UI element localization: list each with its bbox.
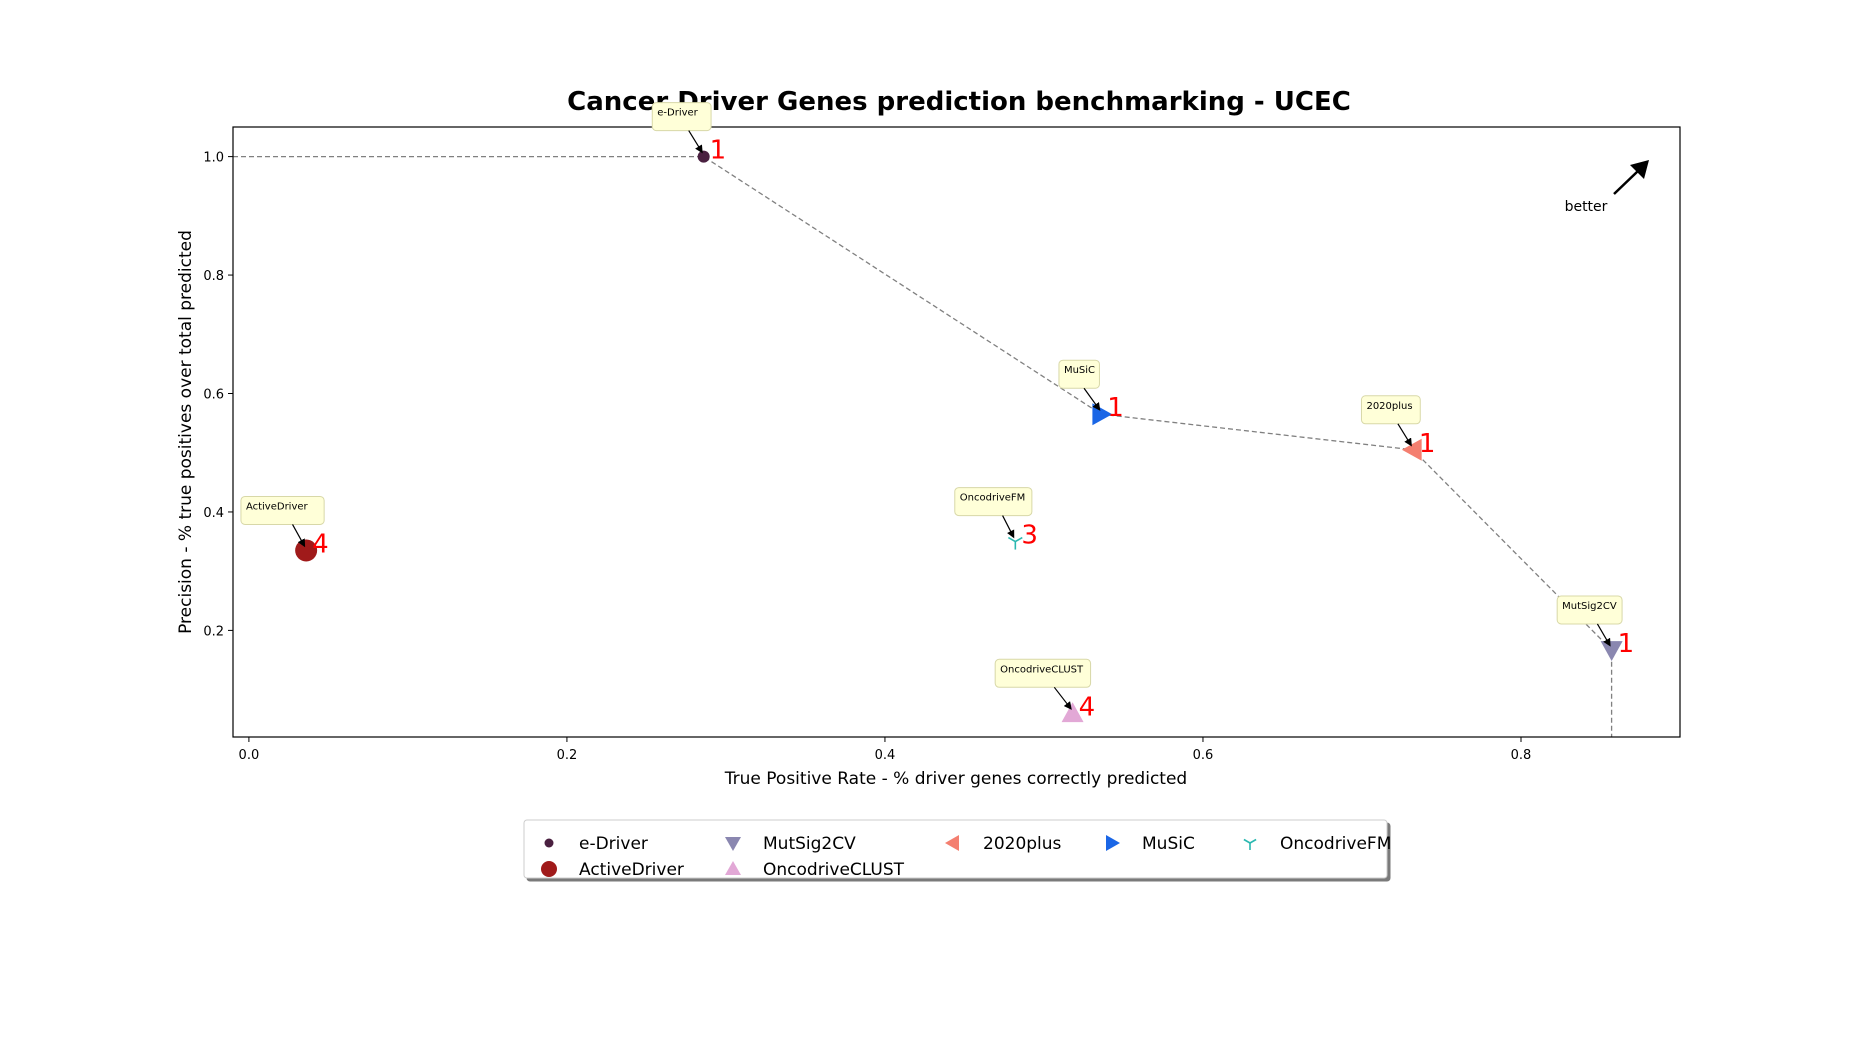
legend-label-oncodrivefm: OncodriveFM: [1280, 834, 1391, 854]
x-tick-label: 0.8: [1511, 748, 1532, 763]
annotation-text: MutSig2CV: [1562, 601, 1617, 612]
legend-item-activedriver: ActiveDriver: [541, 860, 684, 880]
better-arrow-shaft: [1613, 170, 1639, 195]
legend-item-oncodriveclust: OncodriveCLUST: [725, 860, 905, 880]
point-oncodriveclust: [1061, 702, 1084, 723]
legend-marker-activedriver: [541, 861, 557, 877]
annotation-arrow: [1002, 515, 1015, 539]
legend-label-2020plus: 2020plus: [983, 834, 1062, 854]
legend-marker-e-driver: [544, 838, 554, 848]
annotation-e-driver: e-Driver: [651, 102, 712, 154]
y-tick-label: 1.0: [203, 151, 224, 166]
legend-label-music: MuSiC: [1142, 834, 1195, 854]
annotation-arrow: [1083, 387, 1101, 411]
annotation-box: [1556, 595, 1623, 625]
frontier-line: [233, 155, 1613, 737]
annotation-arrow: [688, 130, 703, 154]
legend-label-oncodriveclust: OncodriveCLUST: [763, 860, 905, 880]
annotation-text: OncodriveCLUST: [1000, 664, 1084, 675]
point-oncodrivefm-stroke: [1014, 536, 1023, 543]
x-axis-ticks: 0.0 0.2 0.4 0.6 0.8: [239, 737, 1532, 763]
legend-marker-oncodrivefm: [1249, 838, 1257, 844]
rank-label-music: 1: [1107, 393, 1124, 423]
rank-label-2020plus: 1: [1419, 429, 1436, 459]
annotation-activedriver: ActiveDriver: [240, 495, 325, 548]
legend-item-music: MuSiC: [1106, 834, 1195, 854]
rank-label-oncodrivefm: 3: [1021, 521, 1038, 551]
rank-label-e-driver: 1: [710, 136, 727, 166]
legend-marker-mutsig2cv: [725, 837, 741, 851]
annotation-arrow: [1397, 423, 1412, 447]
better-indicator: better: [1565, 160, 1649, 215]
x-tick-label: 0.6: [1193, 748, 1214, 763]
legend-item-e-driver: e-Driver: [544, 834, 648, 854]
annotation-box: [1058, 359, 1100, 389]
legend-marker-music: [1106, 835, 1120, 851]
legend-label-mutsig2cv: MutSig2CV: [763, 834, 856, 854]
plot-area-frame: [232, 126, 1681, 738]
y-tick-label: 0.6: [203, 388, 224, 403]
pareto-frontier: [233, 155, 1613, 737]
annotation-text: e-Driver: [657, 108, 698, 119]
better-label: better: [1565, 199, 1608, 215]
annotation-arrow: [292, 524, 306, 548]
better-arrow-head: [1630, 160, 1649, 179]
annotation-mutsig2cv: MutSig2CV: [1556, 595, 1623, 647]
point-annotations: e-Driver 1 ActiveDriver 4 MutSig2CV 1 Oncodriv…: [240, 102, 1635, 722]
annotation-text: OncodriveFM: [960, 493, 1026, 504]
x-tick-label: 0.2: [557, 748, 578, 763]
x-tick-label: 0.4: [875, 748, 896, 763]
annotation-box: [240, 495, 325, 525]
legend-marker-oncodriveclust: [725, 861, 741, 875]
legend-item-oncodrivefm: OncodriveFM: [1243, 834, 1391, 854]
annotation-box: [651, 102, 712, 132]
legend-label-e-driver: e-Driver: [579, 834, 648, 854]
annotation-music: MuSiC: [1058, 359, 1101, 411]
y-tick-label: 0.2: [203, 624, 224, 639]
rank-label-oncodriveclust: 4: [1079, 692, 1096, 722]
point-oncodrivefm-stroke: [1007, 536, 1016, 543]
data-points: [295, 150, 1623, 723]
point-e-driver: [697, 150, 710, 163]
annotation-text: MuSiC: [1064, 365, 1095, 376]
annotation-arrow: [1596, 623, 1611, 647]
rank-label-activedriver: 4: [312, 529, 329, 559]
legend-marker-oncodrivefm: [1243, 838, 1251, 844]
y-axis-ticks: 0.2 0.4 0.6 0.8 1.0: [203, 151, 233, 639]
legend-item-2020plus: 2020plus: [945, 834, 1062, 854]
rank-label-mutsig2cv: 1: [1618, 629, 1635, 659]
annotation-text: 2020plus: [1366, 401, 1412, 412]
annotation-2020plus: 2020plus: [1360, 395, 1421, 447]
point-oncodrivefm: [1007, 536, 1023, 550]
annotation-box: [954, 487, 1033, 517]
y-tick-label: 0.4: [203, 506, 224, 521]
annotation-text: ActiveDriver: [246, 501, 309, 512]
legend-marker-2020plus: [945, 835, 959, 851]
x-tick-label: 0.0: [239, 748, 260, 763]
legend: e-Driver MutSig2CV 2020plus MuSiC OncodriveF…: [523, 819, 1391, 880]
legend-label-activedriver: ActiveDriver: [579, 860, 684, 880]
annotation-arrow: [1053, 686, 1072, 710]
annotation-oncodrivefm: OncodriveFM: [954, 487, 1033, 539]
y-tick-label: 0.8: [203, 269, 224, 284]
y-axis-label: Precision - % true positives over total …: [176, 230, 196, 634]
annotation-box: [1360, 395, 1421, 425]
x-axis-label: True Positive Rate - % driver genes corr…: [724, 769, 1187, 789]
annotation-oncodriveclust: OncodriveCLUST: [994, 658, 1092, 710]
legend-item-mutsig2cv: MutSig2CV: [725, 834, 856, 854]
annotation-box: [994, 658, 1092, 688]
point-2020plus: [1401, 438, 1422, 461]
